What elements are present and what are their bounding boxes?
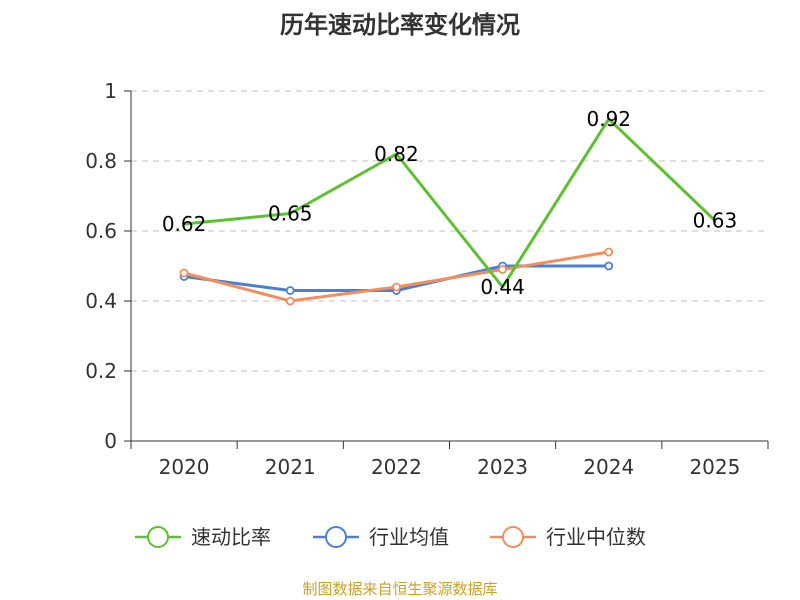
x-tick-label: 2022 — [371, 455, 422, 479]
source-note: 制图数据来自恒生聚源数据库 — [302, 580, 497, 598]
series-0 — [183, 117, 716, 289]
legend-marker — [147, 526, 169, 548]
y-tick-label: 1 — [104, 79, 117, 103]
y-tick-label: 0.2 — [85, 359, 117, 383]
data-label: 0.62 — [162, 212, 207, 236]
data-label: 0.92 — [586, 107, 631, 131]
x-tick-label: 2021 — [265, 455, 316, 479]
y-tick-label: 0.4 — [85, 289, 117, 313]
legend-item-1[interactable]: 行业均值 — [313, 525, 449, 549]
legend-marker — [325, 526, 347, 548]
y-tick-label: 0 — [104, 429, 117, 453]
data-point — [285, 296, 295, 306]
legend-item-2[interactable]: 行业中位数 — [490, 525, 646, 549]
x-tick-label: 2023 — [477, 455, 528, 479]
data-point — [179, 268, 189, 278]
y-tick-label: 0.6 — [85, 219, 117, 243]
data-point — [604, 261, 614, 271]
series-line — [183, 117, 716, 289]
data-point — [285, 286, 295, 295]
x-tick-label: 2025 — [689, 455, 740, 479]
x-tick-label: 2020 — [159, 455, 210, 479]
data-point — [392, 282, 401, 292]
legend-label: 行业中位数 — [546, 525, 646, 549]
data-point — [604, 247, 614, 257]
chart-title: 历年速动比率变化情况 — [280, 11, 520, 39]
data-label: 0.63 — [693, 209, 738, 233]
data-label: 0.82 — [374, 142, 419, 166]
legend-label: 行业均值 — [369, 525, 449, 549]
legend-item-0[interactable]: 速动比率 — [135, 525, 271, 549]
data-point — [498, 265, 507, 274]
legend-marker — [502, 526, 524, 548]
legend-label: 速动比率 — [191, 525, 271, 549]
data-label: 0.44 — [480, 275, 525, 299]
y-tick-label: 0.8 — [85, 149, 117, 173]
series-2 — [179, 247, 614, 306]
data-label: 0.65 — [268, 202, 313, 226]
x-tick-label: 2024 — [583, 455, 634, 479]
